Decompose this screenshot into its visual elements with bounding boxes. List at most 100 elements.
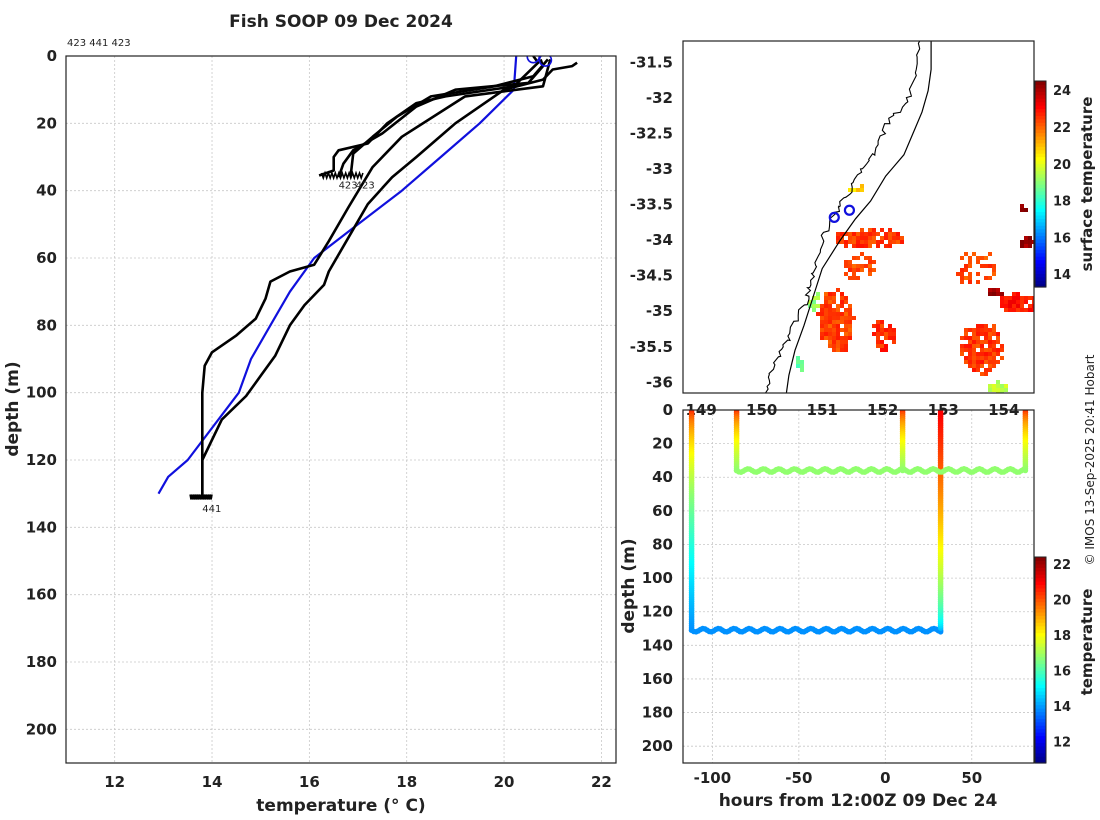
sst-cell — [880, 340, 884, 344]
sst-cell — [988, 344, 992, 348]
sst-cell — [968, 256, 972, 260]
sst-cell — [1036, 304, 1040, 308]
sst-cell — [984, 336, 988, 340]
sst-cell — [996, 360, 1000, 364]
sst-cell — [892, 240, 896, 244]
sst-cell — [840, 340, 844, 344]
colorbar-swatch — [1035, 728, 1046, 733]
sst-cell — [984, 356, 988, 360]
sst-cell — [852, 236, 856, 240]
colorbar-swatch — [1035, 208, 1046, 213]
chart-title: Fish SOOP 09 Dec 2024 — [229, 12, 453, 32]
sst-cell — [972, 252, 976, 256]
sst-cell — [888, 328, 892, 332]
sst-cell — [976, 340, 980, 344]
colorbar-swatch — [1035, 574, 1046, 579]
sst-cell — [860, 252, 864, 256]
colorbar-tick-label: 22 — [1053, 121, 1071, 136]
sst-cell — [1028, 244, 1032, 248]
td-colorbar: 12 14 16 18 20 22 temperature — [1034, 556, 1096, 764]
td-y-tick-label: 20 — [652, 435, 673, 453]
td-y-tick-label: 160 — [642, 670, 673, 688]
colorbar-swatch — [1035, 129, 1046, 134]
colorbar-swatch — [1035, 153, 1046, 158]
sst-cell — [988, 384, 992, 388]
colorbar-swatch — [1035, 756, 1046, 761]
colorbar-tick-label: 22 — [1053, 558, 1071, 573]
sst-cell — [848, 260, 852, 264]
sst-cell — [828, 336, 832, 340]
sst-cell — [868, 236, 872, 240]
colorbar-swatch — [1035, 656, 1046, 661]
sst-cell — [844, 336, 848, 340]
sst-cell — [964, 336, 968, 340]
sst-cell — [800, 364, 804, 368]
sst-cell — [832, 320, 836, 324]
colorbar-swatch — [1035, 214, 1046, 219]
profile-bottom-tail — [320, 170, 364, 181]
colorbar-swatch — [1035, 221, 1046, 226]
sst-cell — [828, 320, 832, 324]
sst-cell — [836, 312, 840, 316]
map-y-tick-label: -33.5 — [630, 196, 673, 214]
sst-cell — [976, 344, 980, 348]
colorbar-swatch — [1035, 115, 1046, 120]
sst-cell — [864, 240, 868, 244]
sst-cell — [896, 240, 900, 244]
sst-cell — [964, 264, 968, 268]
sst-cell — [840, 296, 844, 300]
left-y-tick-label: 100 — [26, 384, 57, 402]
sst-cell — [832, 332, 836, 336]
colorbar-swatch — [1035, 742, 1046, 747]
colorbar-swatch — [1035, 283, 1046, 288]
sst-cell — [872, 228, 876, 232]
sst-cell — [820, 304, 824, 308]
sst-cell — [1016, 296, 1020, 300]
sst-cell — [972, 340, 976, 344]
sst-cell — [976, 352, 980, 356]
sst-cell — [968, 340, 972, 344]
sst-cell — [988, 292, 992, 296]
colorbar-swatch — [1035, 166, 1046, 171]
colorbar-swatch — [1035, 625, 1046, 630]
sst-cell — [852, 316, 856, 320]
sst-cell — [876, 336, 880, 340]
sst-cell — [832, 324, 836, 328]
td-x-tick-label: -50 — [785, 769, 812, 787]
colorbar-swatch — [1035, 759, 1046, 764]
sst-cell — [956, 272, 960, 276]
sst-cell — [984, 276, 988, 280]
sst-cell — [836, 288, 840, 292]
sst-cell — [848, 336, 852, 340]
colorbar-swatch — [1035, 718, 1046, 723]
sst-cell — [996, 292, 1000, 296]
sst-cell — [856, 268, 860, 272]
colorbar-tick-label: 14 — [1053, 700, 1071, 715]
td-xlabel: hours from 12:00Z 09 Dec 24 — [719, 791, 998, 811]
map-axes-box — [682, 40, 1035, 394]
sst-cell — [856, 188, 860, 192]
shelf-edge-line — [785, 41, 932, 393]
sst-cell — [1032, 304, 1034, 308]
sst-cell — [972, 336, 976, 340]
colorbar-swatch — [1035, 587, 1046, 592]
colorbar-swatch — [1035, 714, 1046, 719]
td-tick-labels: -100 -50 0 50 0 20 40 60 80 100 120 140 160 180 200 — [642, 401, 983, 787]
sst-cell — [796, 356, 800, 360]
colorbar-swatch — [1035, 122, 1046, 127]
sst-cell — [836, 348, 840, 352]
colorbar-swatch — [1035, 622, 1046, 627]
colorbar-swatch — [1035, 266, 1046, 271]
sst-cell — [860, 268, 864, 272]
sst-cell — [872, 236, 876, 240]
colorbar-swatch — [1035, 745, 1046, 750]
sst-cell — [856, 256, 860, 260]
sst-cell — [884, 344, 888, 348]
map-plot: -31.5 -32 -32.5 -33 -33.5 -34 -34.5 -35 -35.5 -36… — [630, 40, 1096, 419]
sst-cell — [996, 352, 1000, 356]
colorbar-swatch — [1035, 618, 1046, 623]
sst-cell — [976, 368, 980, 372]
sst-cell — [984, 360, 988, 364]
profile-id-label: 423 — [339, 181, 358, 192]
sst-cell — [844, 324, 848, 328]
